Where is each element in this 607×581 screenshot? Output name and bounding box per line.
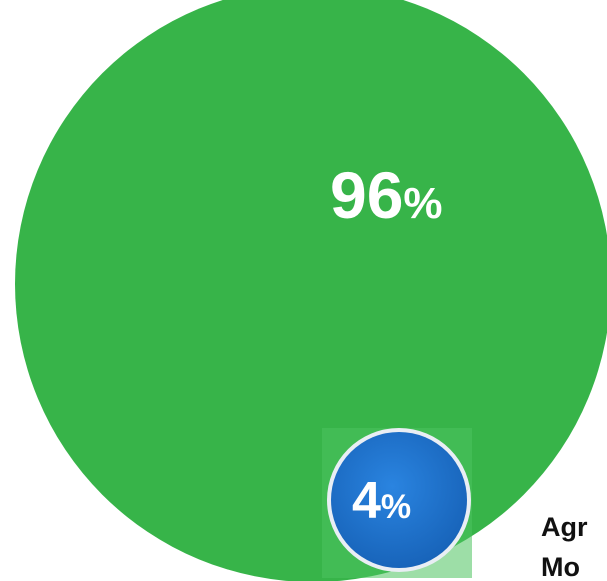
- minor-slice-value: 4: [352, 472, 381, 530]
- major-slice-value: 96: [330, 158, 403, 232]
- minor-slice-label: 4%: [352, 472, 411, 530]
- major-slice-label: 96%: [330, 158, 443, 232]
- legend-entry-agree: Agr: [541, 512, 588, 542]
- major-slice: [15, 0, 607, 581]
- legend-entry-more: Mo: [541, 552, 580, 581]
- major-slice-percent-sign: %: [403, 179, 442, 228]
- minor-slice: [331, 432, 467, 568]
- minor-slice-percent-sign: %: [381, 488, 411, 526]
